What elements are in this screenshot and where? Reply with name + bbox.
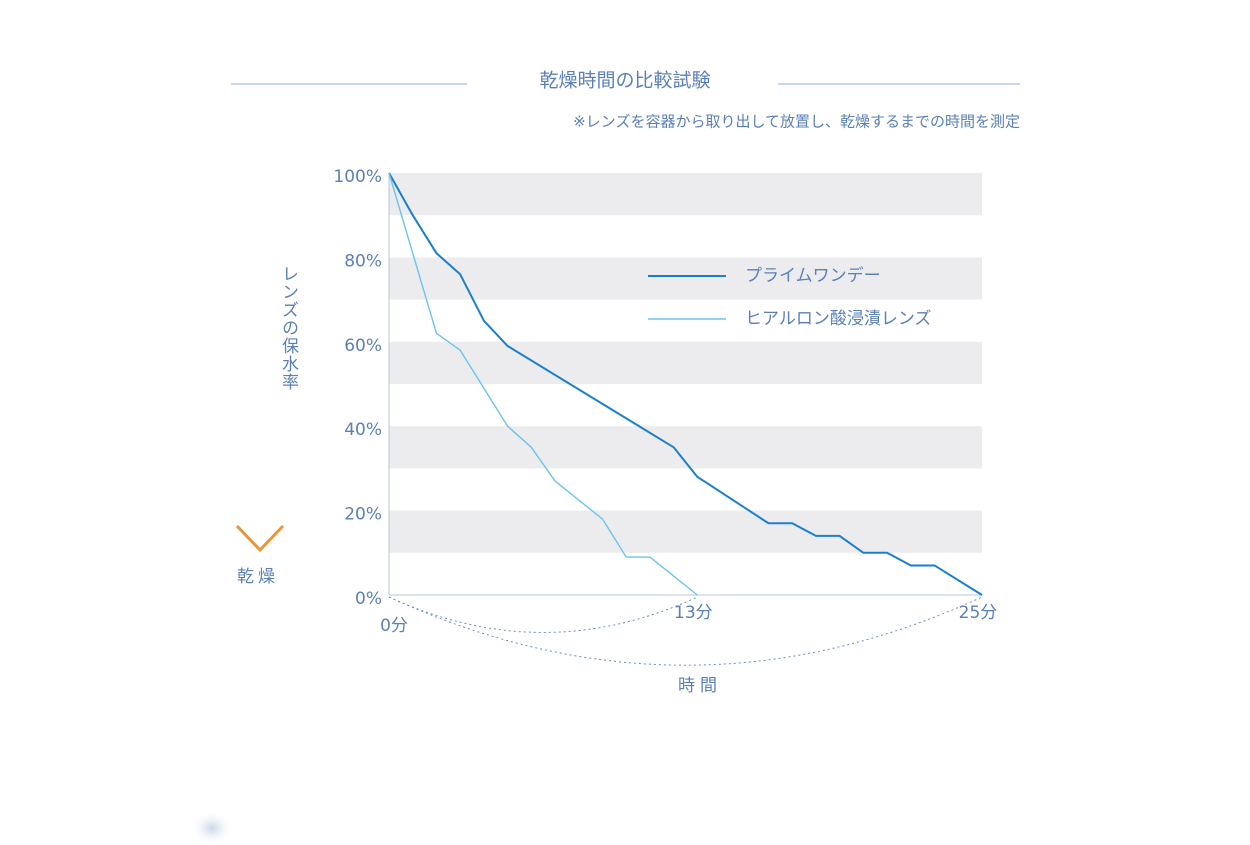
arrow-head [235, 524, 285, 553]
title: 乾燥時間の比較試験 [539, 70, 710, 92]
time-arc [388, 596, 698, 633]
series-line [388, 172, 698, 596]
x-tick-label: 0分 [380, 616, 408, 636]
x-axis-label: 時間 [678, 676, 722, 696]
legend-label: ヒアルロン酸浸漬レンズ [745, 309, 932, 329]
grid-band [389, 257, 982, 300]
time-arc [388, 596, 983, 666]
y-tick-label: 20% [344, 505, 382, 525]
decoration [190, 810, 234, 845]
grid-band [389, 510, 982, 553]
y-tick-label: 0% [355, 589, 382, 609]
x-tick-label: 13分 [674, 603, 713, 623]
series-line [388, 172, 983, 596]
y-axis-end-label: 乾燥 [237, 567, 279, 587]
y-tick-label: 60% [344, 336, 382, 356]
x-tick-label: 25分 [959, 603, 998, 623]
note: ※レンズを容器から取り出して放置し、乾燥するまでの時間を測定 [573, 113, 1020, 131]
y-axis-label: レンズの保水率 [278, 265, 299, 391]
grid-band [389, 341, 982, 384]
y-tick-label: 40% [344, 420, 382, 440]
y-tick-label: 100% [333, 167, 382, 187]
y-tick-label: 80% [344, 251, 382, 271]
plot: 0% 20% 40% 60% 80% 100% 0分 13分 25分 プライムワンデーヒアルロン酸… [333, 167, 998, 666]
grid-band [389, 173, 982, 216]
legend-label: プライムワンデー [745, 265, 881, 286]
